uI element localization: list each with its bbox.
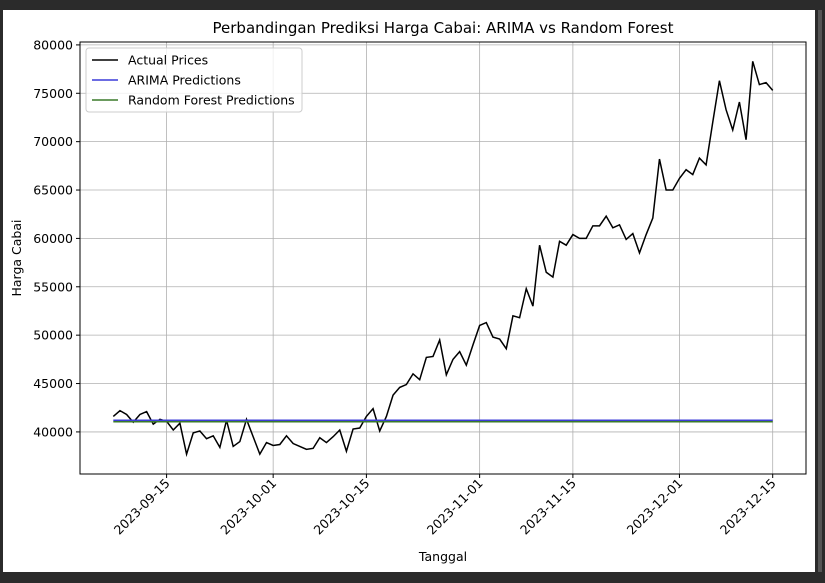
legend-label: ARIMA Predictions xyxy=(128,73,241,88)
axes-frame xyxy=(79,41,807,475)
y-tick-label: 45000 xyxy=(33,376,73,391)
y-tick-label: 50000 xyxy=(33,328,73,343)
y-axis-label: Harga Cabai xyxy=(9,219,24,296)
y-tick-label: 55000 xyxy=(33,279,73,294)
y-tick-label: 75000 xyxy=(33,86,73,101)
y-tick-label: 80000 xyxy=(33,37,73,52)
legend-label: Actual Prices xyxy=(128,53,208,68)
legend-label: Random Forest Predictions xyxy=(128,93,295,108)
chart-title: Perbandingan Prediksi Harga Cabai: ARIMA… xyxy=(213,19,674,37)
legend-box xyxy=(85,47,303,113)
y-tick-label: 65000 xyxy=(33,183,73,198)
series-line xyxy=(112,61,774,458)
y-tick-label: 70000 xyxy=(33,134,73,149)
x-axis-label: Tanggal xyxy=(418,549,467,564)
scrollbar xyxy=(818,10,822,572)
y-tick-label: 60000 xyxy=(33,231,73,246)
y-tick-label: 40000 xyxy=(33,424,73,439)
